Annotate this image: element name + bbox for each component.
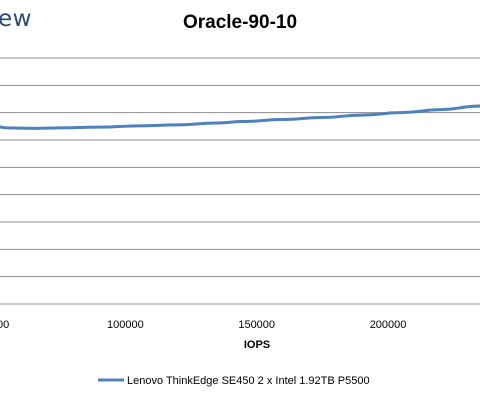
chart-title: Oracle-90-10 [182,12,298,33]
legend-label: Lenovo ThinkEdge SE450 2 x Intel 1.92TB … [127,375,370,387]
gridlines [0,57,480,305]
legend: Lenovo ThinkEdge SE450 2 x Intel 1.92TB … [98,375,370,387]
x-tick-label: 150000 [238,319,275,331]
x-tick-label: 50000 [0,319,9,331]
series-line [0,104,480,130]
series-layer [0,104,480,130]
x-tick-label: 200000 [370,319,407,331]
x-axis-ticks: 50000 100000 150000 200000 [0,319,406,331]
watermark-logo: ew [0,6,32,32]
x-axis-label: IOPS [244,339,270,351]
x-tick-label: 100000 [107,319,144,331]
